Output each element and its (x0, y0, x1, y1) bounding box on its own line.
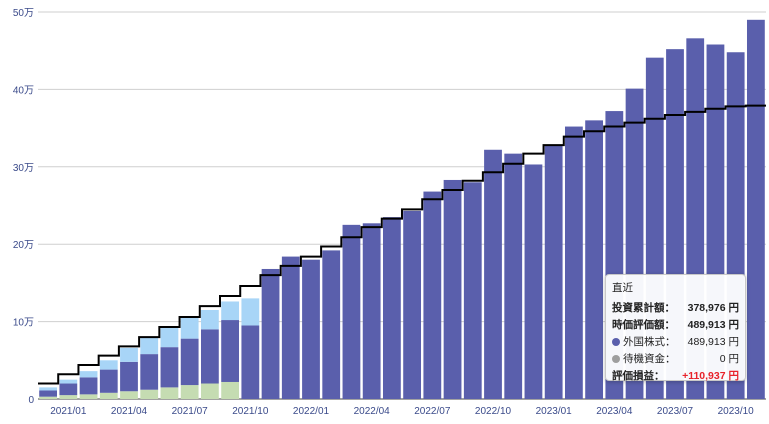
cash-dot-icon (612, 354, 620, 363)
bar-segment-1[interactable] (463, 182, 482, 399)
invested-value: 378,976 円 (687, 302, 739, 314)
bar-segment-2[interactable] (241, 298, 260, 326)
y-tick-label: 40万 (13, 85, 34, 96)
bar-segment-0[interactable] (39, 396, 58, 399)
bar-segment-1[interactable] (281, 256, 300, 399)
bar-segment-1[interactable] (484, 149, 502, 399)
invested-label: 投資累計額： (612, 302, 675, 314)
tooltip-row-invested: 投資累計額： 378,976 円 (612, 299, 739, 316)
x-tick-label: 2022/10 (475, 406, 512, 417)
bar-segment-2[interactable] (221, 301, 240, 321)
y-tick-label: 50万 (13, 8, 34, 19)
tooltip-row-foreign-stock: 外国株式： 489,913 円 (612, 333, 739, 350)
bar-segment-0[interactable] (59, 395, 78, 399)
bar-segment-0[interactable] (180, 385, 199, 399)
bar-segment-1[interactable] (382, 217, 401, 399)
x-tick-label: 2021/04 (111, 406, 148, 417)
bar-segment-1[interactable] (39, 390, 58, 397)
gain-label: 評価損益： (612, 370, 665, 382)
x-tick-label: 2022/07 (414, 406, 451, 417)
x-tick-label: 2021/01 (50, 406, 87, 417)
x-tick-label: 2023/10 (718, 406, 755, 417)
cash-value: 0 円 (719, 353, 739, 365)
x-tick-label: 2023/01 (536, 406, 573, 417)
bar-segment-1[interactable] (544, 145, 563, 399)
y-tick-label: 20万 (13, 240, 34, 251)
bar-segment-1[interactable] (403, 210, 422, 399)
bar-segment-1[interactable] (443, 179, 462, 399)
bar-segment-1[interactable] (221, 320, 240, 382)
summary-tooltip: 直近 投資累計額： 378,976 円 時価評価額： 489,913 円 外国株… (605, 274, 746, 384)
x-tick-label: 2023/07 (657, 406, 694, 417)
bar-segment-1[interactable] (746, 19, 765, 399)
bar-segment-1[interactable] (302, 259, 320, 399)
bar-segment-1[interactable] (261, 268, 280, 399)
invested-line (38, 104, 766, 385)
foreign-stock-dot-icon (612, 337, 620, 346)
bar-segment-2[interactable] (160, 327, 179, 348)
bar-segment-1[interactable] (200, 329, 219, 384)
bar-segment-1[interactable] (160, 347, 179, 388)
bar-segment-2[interactable] (120, 347, 138, 362)
bar-segment-1[interactable] (140, 354, 159, 390)
tooltip-row-gain: 評価損益： +110,937 円 (612, 367, 739, 384)
bar-segment-2[interactable] (200, 309, 219, 330)
bar-segment-1[interactable] (342, 224, 361, 399)
bar-segment-1[interactable] (585, 120, 604, 400)
bar-segment-1[interactable] (120, 361, 138, 392)
bar-segment-2[interactable] (140, 337, 159, 355)
bar-segment-0[interactable] (79, 394, 98, 399)
bar-segment-1[interactable] (362, 223, 381, 399)
bar-segment-2[interactable] (99, 360, 118, 370)
bar-segment-1[interactable] (79, 377, 98, 395)
bar-segment-1[interactable] (180, 338, 199, 386)
tooltip-title: 直近 (612, 282, 633, 294)
bar-segment-1[interactable] (423, 191, 442, 399)
foreign-stock-value: 489,913 円 (687, 336, 739, 348)
bar-segment-2[interactable] (59, 379, 78, 384)
bar-segment-0[interactable] (160, 387, 179, 399)
bar-segment-0[interactable] (140, 389, 159, 399)
bar-segment-2[interactable] (79, 371, 98, 378)
bar-segment-0[interactable] (221, 381, 240, 399)
bar-segment-1[interactable] (59, 383, 78, 396)
market-value-label: 時価評価額： (612, 319, 675, 331)
bar-segment-1[interactable] (241, 325, 260, 399)
tooltip-row-market-value: 時価評価額： 489,913 円 (612, 316, 739, 333)
bar-segment-1[interactable] (322, 250, 341, 399)
x-tick-label: 2021/10 (232, 406, 269, 417)
bar-segment-0[interactable] (120, 391, 138, 399)
y-tick-label: 10万 (13, 318, 34, 329)
gain-value: +110,937 円 (682, 370, 739, 382)
x-tick-label: 2023/04 (596, 406, 633, 417)
y-tick-label: 0 (28, 395, 34, 406)
x-tick-label: 2022/01 (293, 406, 330, 417)
x-tick-label: 2022/04 (354, 406, 391, 417)
bar-segment-1[interactable] (99, 369, 118, 393)
y-tick-label: 30万 (13, 163, 34, 174)
tooltip-row-cash: 待機資金： 0 円 (612, 350, 739, 367)
bar-segment-0[interactable] (99, 392, 118, 399)
bar-segment-2[interactable] (39, 387, 58, 391)
x-tick-label: 2021/07 (172, 406, 209, 417)
foreign-stock-label: 外国株式： (623, 336, 676, 348)
market-value-value: 489,913 円 (687, 319, 739, 331)
bar-segment-2[interactable] (180, 317, 199, 339)
cash-label: 待機資金： (623, 353, 676, 365)
bar-segment-1[interactable] (524, 164, 543, 399)
bar-segment-1[interactable] (564, 126, 583, 399)
bar-segment-1[interactable] (504, 153, 523, 399)
bar-segment-0[interactable] (200, 383, 219, 399)
